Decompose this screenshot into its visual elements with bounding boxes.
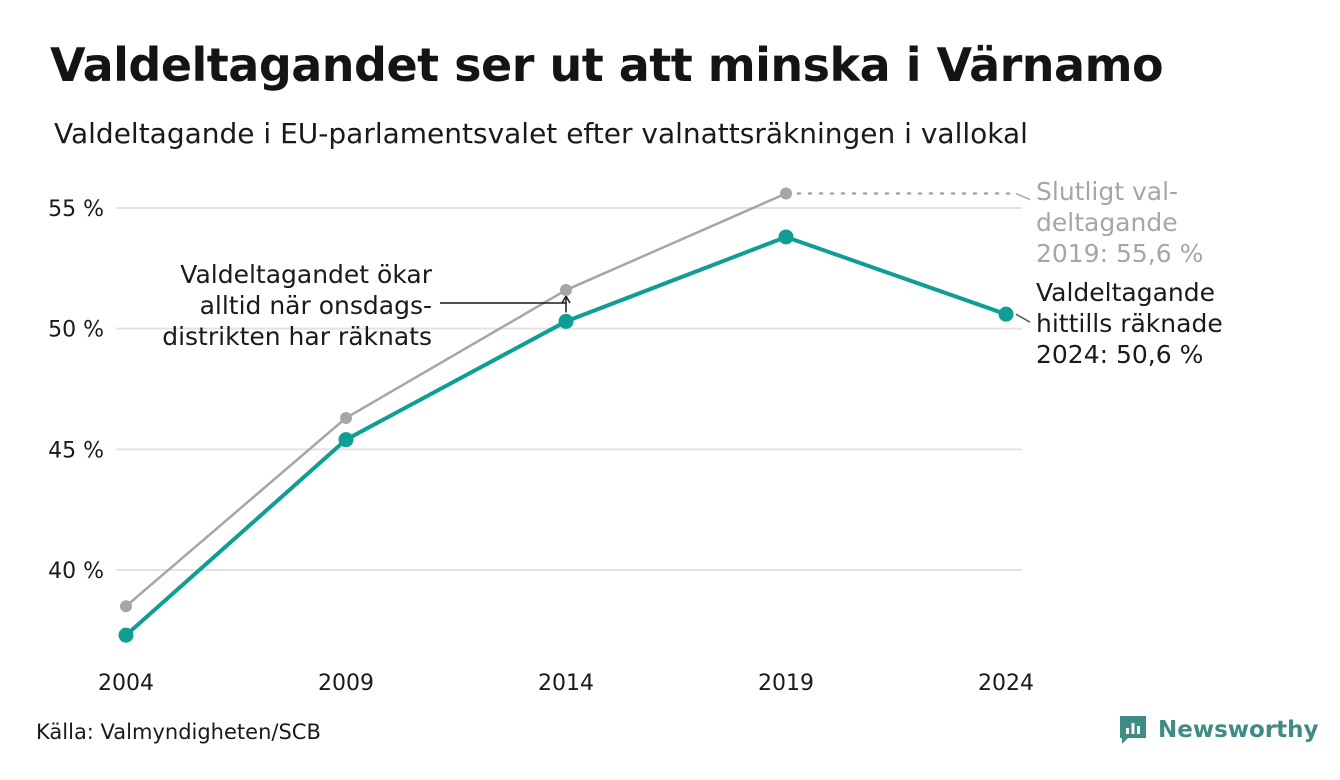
y-axis-ticks: 40 % 45 % 50 % 55 % xyxy=(48,197,104,584)
y-tick-label: 45 % xyxy=(48,438,104,463)
x-tick-label: 2024 xyxy=(978,671,1034,696)
wednesday-annotation: alltid när onsdags- xyxy=(200,291,432,320)
x-tick-label: 2019 xyxy=(758,671,814,696)
newsworthy-logo: Newsworthy xyxy=(1118,714,1319,746)
data-point-counted xyxy=(558,313,574,329)
source-note: Källa: Valmyndigheten/SCB xyxy=(36,720,321,744)
data-point-counted xyxy=(778,229,794,245)
chart-subtitle: Valdeltagande i EU-parlamentsvalet efter… xyxy=(54,117,1028,150)
data-point-counted xyxy=(338,432,354,448)
grid-lines xyxy=(116,207,1022,571)
final-2019-annotation: 2019: 55,6 % xyxy=(1036,239,1203,268)
x-tick-label: 2009 xyxy=(318,671,374,696)
series-line-final xyxy=(125,192,787,608)
x-axis-ticks: 2004 2009 2014 2019 2024 xyxy=(98,671,1034,696)
wednesday-annotation: Valdeltagandet ökar xyxy=(180,260,432,289)
chart-title: Valdeltagandet ser ut att minska i Värna… xyxy=(50,38,1164,92)
data-point-final xyxy=(120,600,132,613)
counted-2024-tick xyxy=(1015,313,1031,323)
y-tick-label: 55 % xyxy=(48,197,104,222)
final-2019-annotation: deltagande xyxy=(1036,208,1178,237)
x-tick-label: 2004 xyxy=(98,671,154,696)
data-point-final xyxy=(780,187,792,200)
data-point-final xyxy=(560,284,572,297)
data-point-counted xyxy=(998,306,1014,322)
newsworthy-logo-icon xyxy=(1120,716,1146,744)
data-point-final xyxy=(340,411,352,424)
wednesday-annotation: distrikten har räknats xyxy=(162,322,432,351)
final-2019-annotation: Slutligt val- xyxy=(1036,177,1178,206)
y-tick-label: 50 % xyxy=(48,318,104,343)
x-tick-label: 2014 xyxy=(538,671,594,696)
series-points xyxy=(118,187,1014,643)
counted-2024-annotation: hittills räknade xyxy=(1036,309,1223,338)
counted-2024-annotation: Valdeltagande xyxy=(1036,278,1215,307)
data-point-counted xyxy=(118,627,134,643)
brand-name: Newsworthy xyxy=(1158,717,1319,743)
final-2019-tick xyxy=(1015,192,1031,201)
y-tick-label: 40 % xyxy=(48,559,104,584)
counted-2024-annotation: 2024: 50,6 % xyxy=(1036,340,1203,369)
